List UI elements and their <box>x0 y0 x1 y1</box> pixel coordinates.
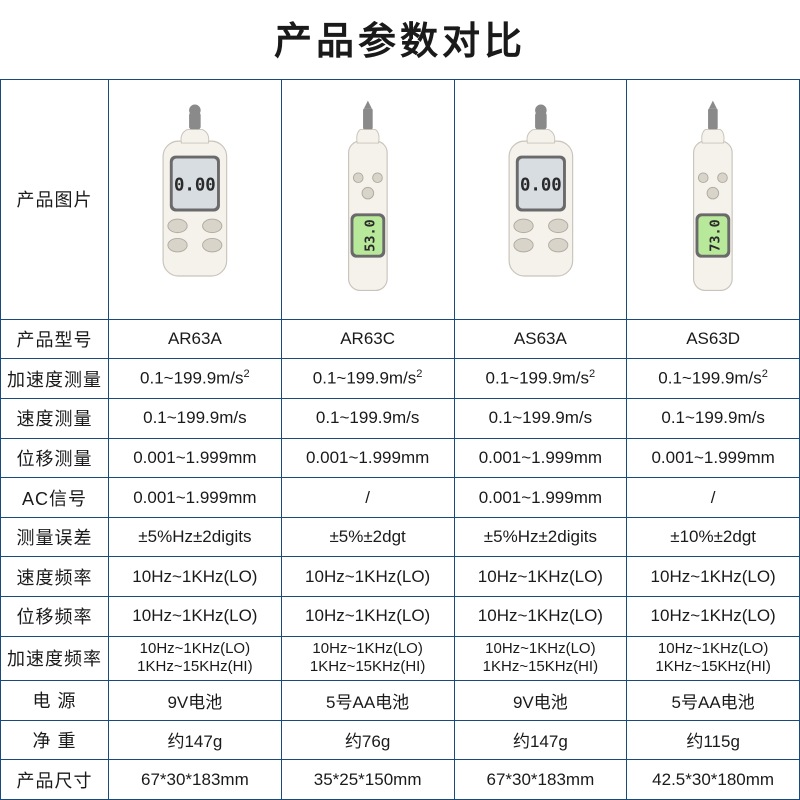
cell-err-3: ±10%±2dgt <box>627 517 800 557</box>
cell-size-3: 42.5*30*180mm <box>627 760 800 800</box>
cell-weight-1: 约76g <box>281 720 454 760</box>
cell-dispFreq-3: 10Hz~1KHz(LO) <box>627 597 800 637</box>
row-label-accel: 加速度测量 <box>1 359 109 399</box>
cell-model-3: AS63D <box>627 319 800 359</box>
row-label-disp: 位移测量 <box>1 438 109 478</box>
cell-vel-3: 0.1~199.9m/s <box>627 399 800 439</box>
cell-ac-2: 0.001~1.999mm <box>454 478 627 518</box>
cell-vel-2: 0.1~199.9m/s <box>454 399 627 439</box>
row-label-weight: 净 重 <box>1 720 109 760</box>
cell-accelFreq-2: 10Hz~1KHz(LO)1KHz~15KHz(HI) <box>454 636 627 680</box>
svg-text:53.0: 53.0 <box>362 219 378 251</box>
svg-text:0.00: 0.00 <box>520 175 562 195</box>
row-label-model: 产品型号 <box>1 319 109 359</box>
cell-ac-0: 0.001~1.999mm <box>109 478 282 518</box>
row-label-velFreq: 速度频率 <box>1 557 109 597</box>
cell-weight-0: 约147g <box>109 720 282 760</box>
cell-weight-2: 约147g <box>454 720 627 760</box>
svg-text:73.0: 73.0 <box>708 219 724 251</box>
cell-size-0: 67*30*183mm <box>109 760 282 800</box>
cell-disp-0: 0.001~1.999mm <box>109 438 282 478</box>
cell-velFreq-1: 10Hz~1KHz(LO) <box>281 557 454 597</box>
cell-disp-3: 0.001~1.999mm <box>627 438 800 478</box>
cell-accel-2: 0.1~199.9m/s2 <box>454 359 627 399</box>
cell-size-1: 35*25*150mm <box>281 760 454 800</box>
cell-image-2: 0.00 <box>454 80 627 320</box>
cell-vel-1: 0.1~199.9m/s <box>281 399 454 439</box>
cell-weight-3: 约115g <box>627 720 800 760</box>
cell-model-0: AR63A <box>109 319 282 359</box>
cell-accel-0: 0.1~199.9m/s2 <box>109 359 282 399</box>
cell-model-1: AR63C <box>281 319 454 359</box>
cell-power-0: 9V电池 <box>109 681 282 721</box>
cell-accel-3: 0.1~199.9m/s2 <box>627 359 800 399</box>
cell-ac-3: / <box>627 478 800 518</box>
cell-power-1: 5号AA电池 <box>281 681 454 721</box>
row-label-power: 电 源 <box>1 681 109 721</box>
cell-err-2: ±5%Hz±2digits <box>454 517 627 557</box>
cell-image-3: 73.0 <box>627 80 800 320</box>
cell-size-2: 67*30*183mm <box>454 760 627 800</box>
cell-err-1: ±5%±2dgt <box>281 517 454 557</box>
cell-err-0: ±5%Hz±2digits <box>109 517 282 557</box>
cell-velFreq-3: 10Hz~1KHz(LO) <box>627 557 800 597</box>
cell-model-2: AS63A <box>454 319 627 359</box>
cell-disp-1: 0.001~1.999mm <box>281 438 454 478</box>
cell-accelFreq-0: 10Hz~1KHz(LO)1KHz~15KHz(HI) <box>109 636 282 680</box>
cell-ac-1: / <box>281 478 454 518</box>
page-title: 产品参数对比 <box>0 0 800 79</box>
cell-disp-2: 0.001~1.999mm <box>454 438 627 478</box>
cell-accel-1: 0.1~199.9m/s2 <box>281 359 454 399</box>
cell-vel-0: 0.1~199.9m/s <box>109 399 282 439</box>
row-label-accelFreq: 加速度频率 <box>1 636 109 680</box>
row-label-err: 测量误差 <box>1 517 109 557</box>
row-label-size: 产品尺寸 <box>1 760 109 800</box>
row-label-image: 产品图片 <box>1 80 109 320</box>
cell-dispFreq-2: 10Hz~1KHz(LO) <box>454 597 627 637</box>
cell-dispFreq-0: 10Hz~1KHz(LO) <box>109 597 282 637</box>
svg-text:0.00: 0.00 <box>174 175 216 195</box>
comparison-table: 产品图片 0.00 53.0 0.00 <box>0 79 800 800</box>
cell-velFreq-0: 10Hz~1KHz(LO) <box>109 557 282 597</box>
cell-image-0: 0.00 <box>109 80 282 320</box>
cell-accelFreq-1: 10Hz~1KHz(LO)1KHz~15KHz(HI) <box>281 636 454 680</box>
row-label-ac: AC信号 <box>1 478 109 518</box>
cell-power-3: 5号AA电池 <box>627 681 800 721</box>
row-label-dispFreq: 位移频率 <box>1 597 109 637</box>
cell-accelFreq-3: 10Hz~1KHz(LO)1KHz~15KHz(HI) <box>627 636 800 680</box>
cell-velFreq-2: 10Hz~1KHz(LO) <box>454 557 627 597</box>
cell-power-2: 9V电池 <box>454 681 627 721</box>
cell-dispFreq-1: 10Hz~1KHz(LO) <box>281 597 454 637</box>
row-label-vel: 速度测量 <box>1 399 109 439</box>
cell-image-1: 53.0 <box>281 80 454 320</box>
